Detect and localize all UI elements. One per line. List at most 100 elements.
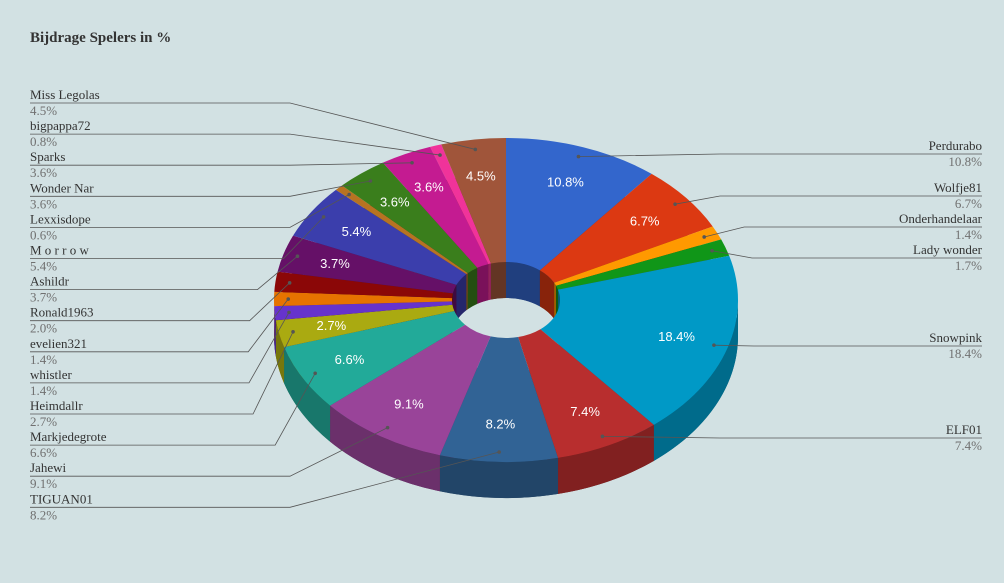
leader-dot-18 — [438, 153, 442, 157]
legend-value-14: 5.4% — [30, 259, 57, 274]
slice-label-0: 10.8% — [547, 174, 584, 189]
legend-value-6: 8.2% — [30, 507, 57, 522]
legend-name-13: Ashildr — [30, 274, 70, 289]
slice-19 — [441, 138, 506, 264]
legend-name-5: ELF01 — [946, 422, 982, 437]
slice-17 — [382, 146, 489, 268]
slice-inner-wall-14-0 — [456, 274, 467, 321]
slice-label-16: 3.6% — [380, 194, 410, 209]
slice-16 — [341, 162, 478, 274]
leader-dot-9 — [291, 329, 295, 334]
slice-label-5: 7.4% — [570, 404, 600, 419]
legend-value-2: 1.4% — [955, 227, 982, 242]
legend-value-12: 2.0% — [30, 321, 57, 336]
leader-line-12 — [30, 282, 290, 322]
leader-dot-11 — [286, 297, 291, 301]
legend-name-0: Perdurabo — [929, 138, 982, 153]
legend-name-12: Ronald1963 — [30, 305, 94, 320]
leader-dot-1 — [673, 202, 677, 206]
slice-13 — [277, 235, 457, 294]
slice-outer-wall-7 — [330, 405, 440, 492]
leader-line-7 — [30, 427, 388, 477]
slice-14 — [293, 189, 467, 285]
leader-dot-6 — [497, 450, 501, 454]
slice-inner-wall-15-0 — [466, 273, 468, 311]
legend: Perdurabo10.8%Wolfje816.7%Onderhandelaar… — [30, 87, 983, 522]
slice-4 — [540, 255, 739, 425]
legend-name-14: M o r r o w — [30, 243, 89, 258]
legend-name-2: Onderhandelaar — [899, 211, 983, 226]
legend-value-16: 3.6% — [30, 196, 57, 211]
slice-label-14: 5.4% — [342, 224, 372, 239]
leader-dot-10 — [287, 310, 291, 315]
slice-18 — [430, 144, 491, 265]
legend-value-7: 9.1% — [30, 476, 57, 491]
leader-dot-16 — [368, 179, 373, 183]
slice-inner-wall-0-0 — [506, 262, 540, 307]
slice-outer-wall-8 — [284, 347, 331, 442]
legend-value-15: 0.6% — [30, 227, 57, 242]
leader-line-10 — [30, 312, 290, 384]
legend-name-1: Wolfje81 — [934, 180, 982, 195]
slice-1 — [539, 173, 713, 283]
leader-line-2 — [704, 226, 982, 238]
leader-dot-17 — [410, 161, 414, 165]
slice-label-17: 3.6% — [414, 179, 444, 194]
slice-9 — [275, 304, 455, 348]
leader-dot-7 — [385, 425, 390, 430]
legend-name-18: bigpappa72 — [30, 118, 91, 133]
legend-value-18: 0.8% — [30, 134, 57, 149]
slice-7 — [330, 324, 491, 456]
leader-dot-12 — [287, 281, 292, 285]
leader-line-0 — [578, 153, 982, 157]
leader-line-11 — [30, 298, 289, 353]
slice-outer-wall-6 — [439, 455, 559, 498]
legend-value-1: 6.7% — [955, 196, 982, 211]
slice-label-4: 18.4% — [658, 329, 695, 344]
legend-name-10: whistler — [30, 367, 73, 382]
leader-line-1 — [675, 195, 982, 205]
slice-15 — [335, 185, 468, 275]
slice-label-7: 9.1% — [394, 397, 424, 412]
slice-outer-wall-9 — [275, 320, 285, 384]
chart-title: Bijdrage Spelers in % — [30, 30, 171, 46]
legend-value-10: 1.4% — [30, 383, 57, 398]
legend-value-3: 1.7% — [955, 258, 982, 273]
slice-5 — [518, 329, 654, 458]
leader-line-4 — [713, 344, 982, 347]
slice-label-9: 2.7% — [317, 318, 347, 333]
legend-value-17: 3.6% — [30, 165, 57, 180]
leader-line-18 — [30, 133, 441, 156]
legend-name-3: Lady wonder — [913, 242, 983, 257]
slice-11 — [274, 291, 453, 307]
slice-inner-wall-16-0 — [467, 267, 478, 310]
leader-dot-13 — [295, 254, 300, 258]
leader-line-9 — [30, 331, 294, 415]
leader-dot-14 — [321, 215, 326, 219]
pie-top-layer — [274, 138, 739, 462]
slice-inner-wall-1-0 — [539, 270, 555, 319]
legend-value-9: 2.7% — [30, 414, 57, 429]
slice-3 — [556, 239, 730, 290]
legend-name-4: Snowpink — [929, 330, 982, 345]
legend-name-6: TIGUAN01 — [30, 491, 93, 506]
legend-name-11: evelien321 — [30, 336, 87, 351]
slice-inner-wall-2-0 — [554, 282, 557, 322]
leader-line-5 — [602, 435, 982, 439]
legend-name-19: Miss Legolas — [30, 87, 100, 102]
slice-0 — [506, 138, 652, 271]
leader-line-19 — [30, 102, 476, 150]
leader-dot-8 — [313, 371, 317, 376]
leader-line-13 — [30, 255, 298, 291]
legend-value-8: 6.6% — [30, 445, 57, 460]
slice-8 — [284, 311, 466, 406]
legend-value-5: 7.4% — [955, 438, 982, 453]
leader-lines — [30, 102, 982, 508]
leader-dot-5 — [600, 434, 605, 439]
leader-line-14 — [30, 216, 324, 259]
leader-line-15 — [30, 194, 350, 228]
legend-value-13: 3.7% — [30, 290, 57, 305]
leader-dot-3 — [710, 248, 714, 253]
legend-value-0: 10.8% — [948, 154, 982, 169]
